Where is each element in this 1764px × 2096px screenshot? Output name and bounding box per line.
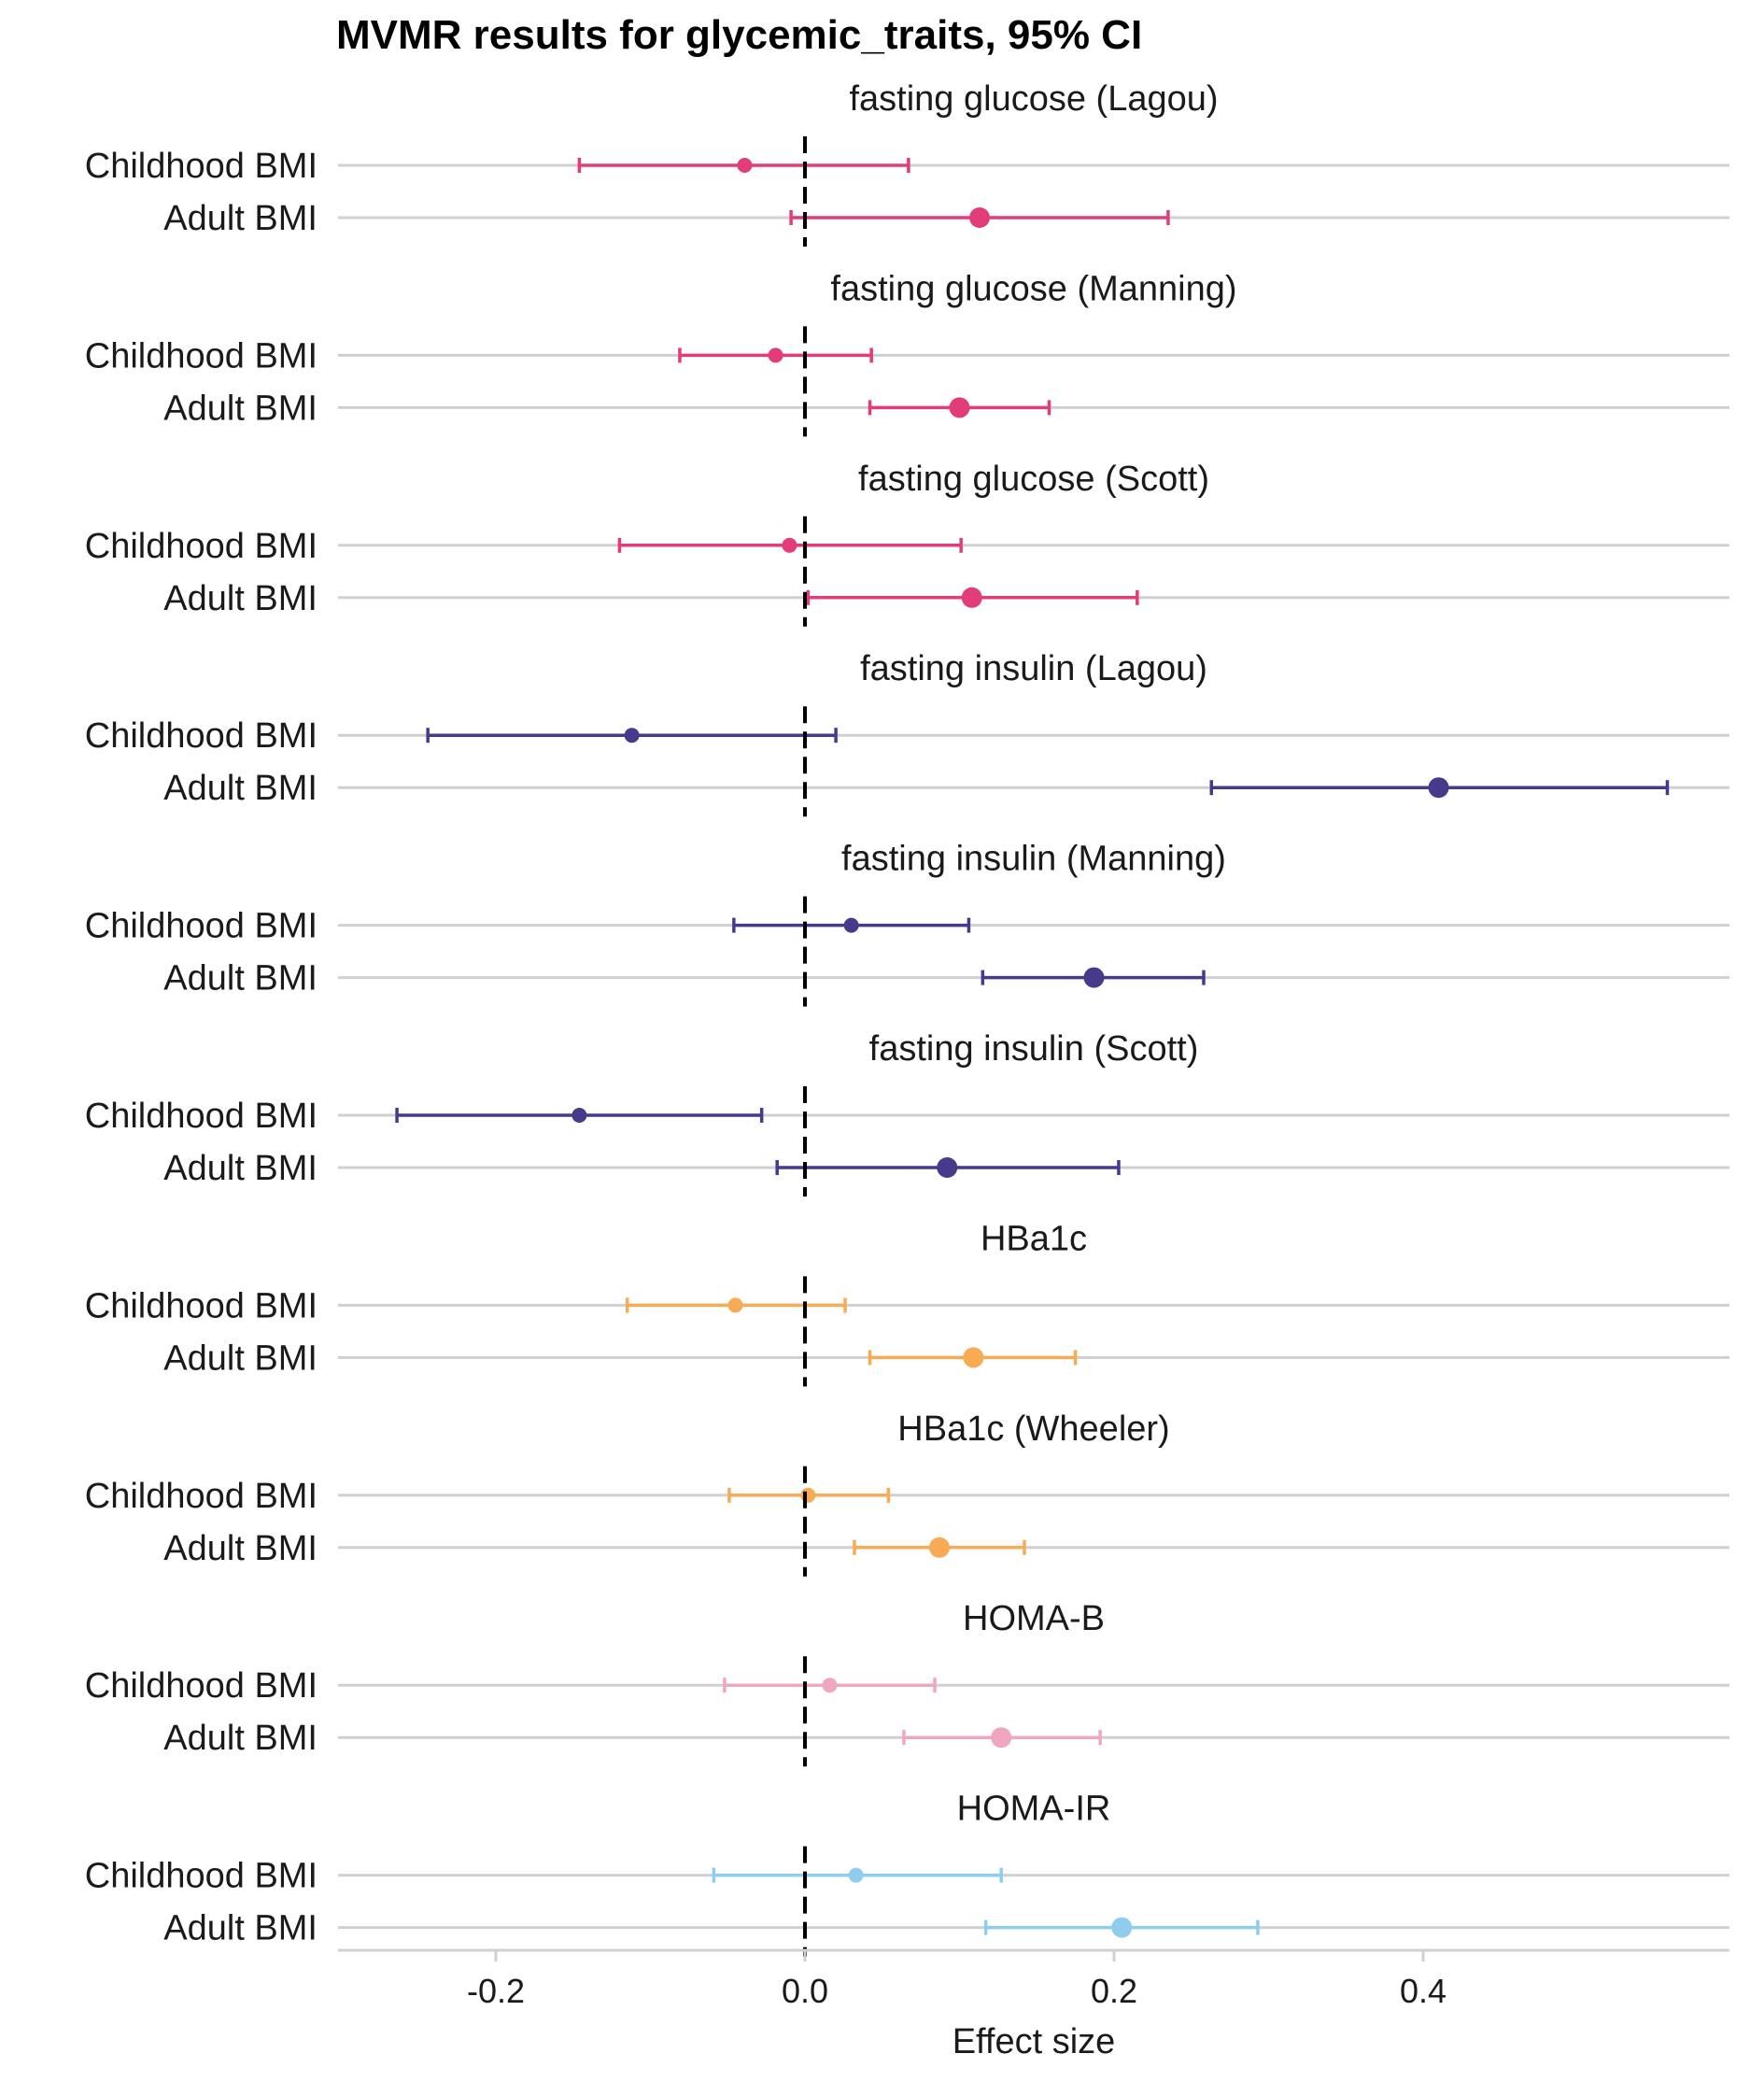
- point-estimate: [963, 1347, 984, 1368]
- row-label: Childhood BMI: [85, 1097, 318, 1136]
- facet-panel: fasting insulin (Scott) Childhood BMI Adul…: [85, 1029, 1729, 1188]
- facet-panel: fasting insulin (Lagou) Childhood BMI Adul…: [85, 649, 1729, 808]
- point-estimate: [928, 1537, 950, 1558]
- row-label: Childhood BMI: [85, 1477, 318, 1516]
- facet-panel: HBa1c Childhood BMI Adult BMI: [85, 1219, 1729, 1378]
- facet-panel: fasting glucose (Manning) Childhood BMI Ad…: [85, 269, 1729, 428]
- row-label: Childhood BMI: [85, 907, 318, 946]
- x-tick-label: 0.0: [782, 1972, 828, 2010]
- row-label: Adult BMI: [163, 1719, 318, 1758]
- x-tick-label: 0.4: [1400, 1972, 1446, 2010]
- row-label: Adult BMI: [163, 1149, 318, 1188]
- point-estimate: [624, 728, 640, 744]
- x-tick-label: -0.2: [467, 1972, 525, 2010]
- row-label: Adult BMI: [163, 769, 318, 808]
- facet-panel: fasting glucose (Scott) Childhood BMI Adul…: [85, 460, 1729, 618]
- facet-title: fasting insulin (Manning): [841, 840, 1226, 879]
- point-estimate: [991, 1727, 1012, 1749]
- row-label: Childhood BMI: [85, 1666, 318, 1706]
- row-label: Adult BMI: [163, 1338, 318, 1378]
- point-estimate: [782, 537, 797, 553]
- chart-title: MVMR results for glycemic_traits, 95% CI: [336, 12, 1142, 58]
- facet-title: fasting glucose (Scott): [858, 460, 1209, 499]
- facets-layer: fasting glucose (Lagou) Childhood BMI Adul…: [85, 79, 1729, 1948]
- point-estimate: [727, 1297, 743, 1313]
- point-estimate: [843, 917, 859, 933]
- point-estimate: [961, 587, 982, 608]
- row-label: Adult BMI: [163, 1909, 318, 1948]
- facet-title: fasting glucose (Lagou): [849, 79, 1218, 119]
- facet-title: fasting glucose (Manning): [830, 269, 1236, 308]
- facet-title: HOMA-B: [963, 1599, 1105, 1638]
- point-estimate: [737, 158, 753, 173]
- row-label: Childhood BMI: [85, 1857, 318, 1896]
- facet-title: fasting insulin (Lagou): [860, 649, 1207, 688]
- point-estimate: [949, 397, 970, 418]
- point-estimate: [969, 207, 991, 228]
- row-label: Adult BMI: [163, 579, 318, 618]
- point-estimate: [1428, 777, 1449, 799]
- facet-title: HOMA-IR: [957, 1790, 1111, 1829]
- point-estimate: [800, 1487, 816, 1503]
- row-label: Adult BMI: [163, 199, 318, 238]
- facet-panel: HOMA-IR Childhood BMI Adult BMI: [85, 1790, 1729, 1948]
- facet-panel: fasting glucose (Lagou) Childhood BMI Adul…: [85, 79, 1729, 238]
- point-estimate: [1111, 1917, 1133, 1938]
- row-label: Adult BMI: [163, 959, 318, 998]
- facet-panel: HOMA-B Childhood BMI Adult BMI: [85, 1599, 1729, 1758]
- x-axis-title: Effect size: [953, 2022, 1116, 2061]
- row-label: Adult BMI: [163, 389, 318, 428]
- point-estimate: [768, 347, 783, 363]
- row-label: Childhood BMI: [85, 336, 318, 375]
- x-axis: -0.2 0.0 0.2 0.4: [338, 1948, 1729, 2010]
- row-label: Childhood BMI: [85, 1286, 318, 1325]
- x-tick-label: 0.2: [1091, 1972, 1137, 2010]
- point-estimate: [822, 1678, 838, 1693]
- point-estimate: [848, 1867, 864, 1883]
- row-label: Childhood BMI: [85, 716, 318, 756]
- facet-panel: HBa1c (Wheeler) Childhood BMI Adult BMI: [85, 1409, 1729, 1568]
- point-estimate: [937, 1157, 958, 1178]
- facet-title: HBa1c: [981, 1219, 1087, 1258]
- facet-title: fasting insulin (Scott): [869, 1029, 1199, 1069]
- facet-title: HBa1c (Wheeler): [897, 1409, 1169, 1449]
- facet-panel: fasting insulin (Manning) Childhood BMI Ad…: [85, 840, 1729, 998]
- row-label: Childhood BMI: [85, 527, 318, 566]
- point-estimate: [572, 1108, 587, 1123]
- row-label: Childhood BMI: [85, 147, 318, 186]
- point-estimate: [1083, 967, 1105, 988]
- row-label: Adult BMI: [163, 1529, 318, 1568]
